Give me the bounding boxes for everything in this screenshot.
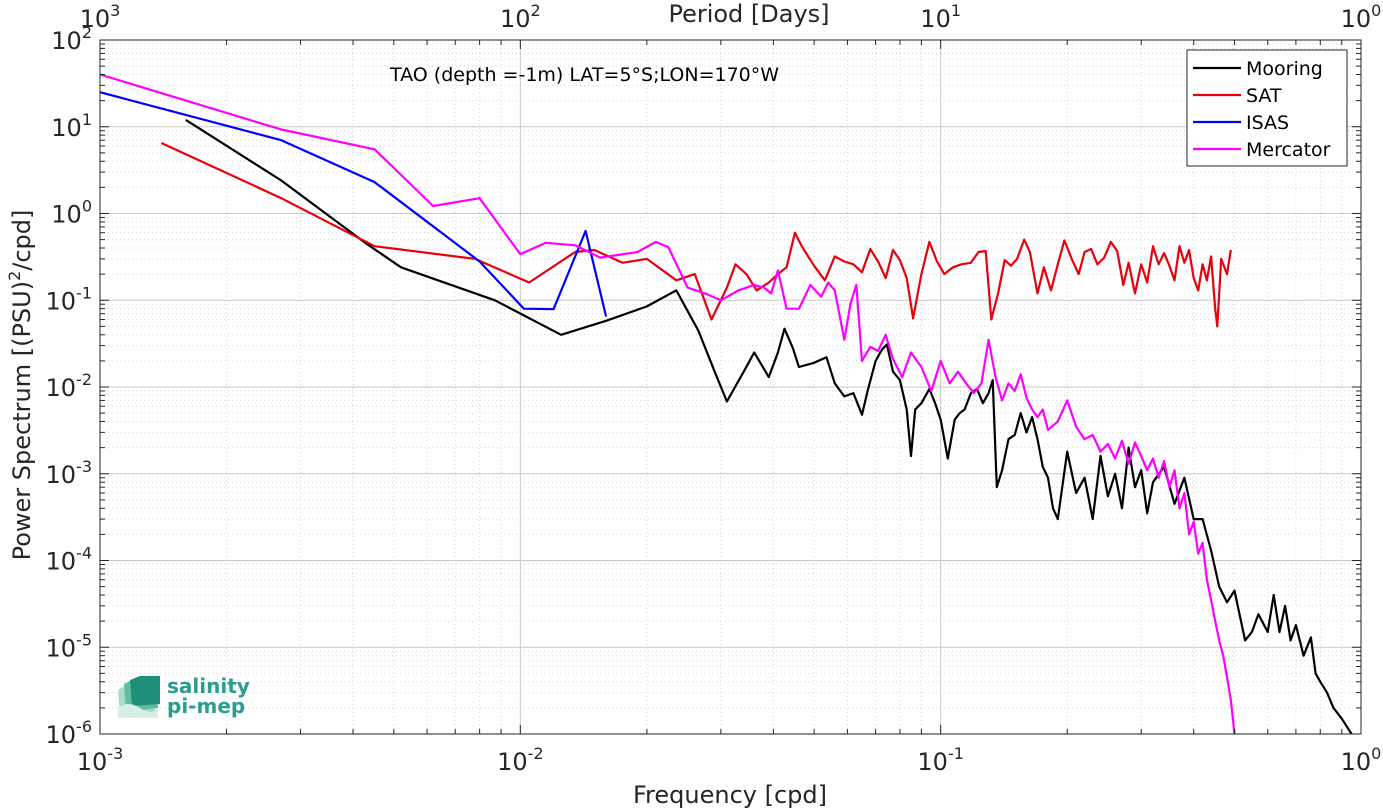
y-axis-label-main: Power Spectrum [(PSU) (8, 281, 36, 560)
y-tick-label-exponent: -1 (76, 283, 92, 302)
x2-tick-label-base: 10 (1341, 5, 1372, 33)
x2-tick-label-base: 10 (80, 5, 111, 33)
y-tick-label-exponent: 1 (82, 110, 92, 129)
x2-tick-label-exponent: 3 (110, 1, 120, 20)
y-tick-label: 10-4 (46, 544, 93, 576)
y-tick-label-base: 10 (46, 721, 77, 749)
x2-tick-label: 103 (80, 1, 121, 33)
legend-label-mooring: Mooring (1246, 58, 1323, 80)
y-tick-label: 10-2 (46, 370, 93, 402)
y-tick-label-base: 10 (46, 374, 77, 402)
grid-major (99, 39, 1362, 735)
x-tick-label-exponent: 0 (1371, 744, 1381, 763)
x2-tick-labels: 103 102 101 100 (80, 1, 1382, 33)
y-tick-label: 10-5 (46, 630, 93, 662)
y-tick-label-exponent: -4 (76, 544, 92, 563)
y-tick-label: 10-1 (46, 283, 93, 315)
x-tick-label-base: 10 (497, 748, 528, 776)
x2-axis-label: Period [Days] (668, 0, 829, 28)
salinity-pi-mep-logo: salinity pi-mep (118, 674, 250, 718)
y-tick-label: 10-6 (46, 717, 93, 749)
legend-label-mercator: Mercator (1246, 139, 1331, 161)
logo-text-line2: pi-mep (167, 694, 245, 718)
legend-label-isas: ISAS (1246, 112, 1289, 134)
y-tick-label: 100 (51, 197, 92, 229)
series-line-mercator (99, 73, 1236, 735)
legend-label-sat: SAT (1246, 85, 1282, 107)
series-line-mooring (185, 118, 1353, 735)
series-line-sat (160, 142, 1232, 328)
y-tick-label-exponent: -5 (76, 630, 92, 649)
x-axis-label: Frequency [cpd] (633, 781, 827, 809)
y-tick-label-base: 10 (51, 201, 82, 229)
logo-text-line1: salinity (167, 674, 250, 698)
x-tick-label: 10-2 (497, 744, 544, 776)
x-tick-label-exponent: -2 (528, 744, 544, 763)
series-line-isas (99, 91, 608, 317)
logo-wave-icon (118, 676, 160, 718)
x2-tick-label-exponent: 1 (951, 1, 961, 20)
x-tick-label-exponent: -3 (107, 744, 123, 763)
y-tick-label-exponent: -6 (76, 717, 92, 736)
y-tick-label-exponent: -2 (76, 370, 92, 389)
x2-tick-label: 102 (500, 1, 541, 33)
legend: Mooring SAT ISAS Mercator (1186, 49, 1348, 167)
x2-tick-label: 100 (1341, 1, 1382, 33)
y-tick-label-exponent: -3 (76, 457, 92, 476)
x-tick-label-exponent: -1 (948, 744, 964, 763)
x-tick-label-base: 10 (77, 748, 108, 776)
x-tick-label: 10-3 (77, 744, 124, 776)
y-tick-label-base: 10 (46, 287, 77, 315)
y-tick-label-base: 10 (51, 27, 82, 55)
x2-tick-label-exponent: 0 (1371, 1, 1381, 20)
y-tick-label-exponent: 2 (82, 23, 92, 42)
x-tick-label-base: 10 (917, 748, 948, 776)
x-tick-labels: 10-3 10-2 10-1 100 (77, 744, 1382, 776)
y-axis-label: Power Spectrum [(PSU)2/cpd] (5, 210, 36, 561)
legend-box (1186, 49, 1348, 167)
x-tick-label: 10-1 (917, 744, 964, 776)
y-axis-label-unit: /cpd] (8, 210, 36, 271)
tick-marks (99, 39, 1362, 735)
y-tick-label-base: 10 (46, 461, 77, 489)
y-axis-label-exponent: 2 (5, 271, 24, 281)
y-tick-label: 10-3 (46, 457, 93, 489)
x2-tick-label-exponent: 2 (531, 1, 541, 20)
y-tick-label-exponent: 0 (82, 197, 92, 216)
chart-title: TAO (depth =-1m) LAT=5°S;LON=170°W (389, 64, 779, 86)
x2-tick-label-base: 10 (500, 5, 531, 33)
series-layer (99, 73, 1353, 735)
x2-tick-label: 101 (920, 1, 961, 33)
x-tick-label: 100 (1341, 744, 1382, 776)
y-tick-label-base: 10 (51, 114, 82, 142)
x2-tick-label-base: 10 (920, 5, 951, 33)
y-tick-label-base: 10 (46, 548, 77, 576)
y-tick-label: 102 (51, 23, 92, 55)
x-tick-label-base: 10 (1341, 748, 1372, 776)
y-tick-label-base: 10 (46, 634, 77, 662)
y-tick-label: 101 (51, 110, 92, 142)
